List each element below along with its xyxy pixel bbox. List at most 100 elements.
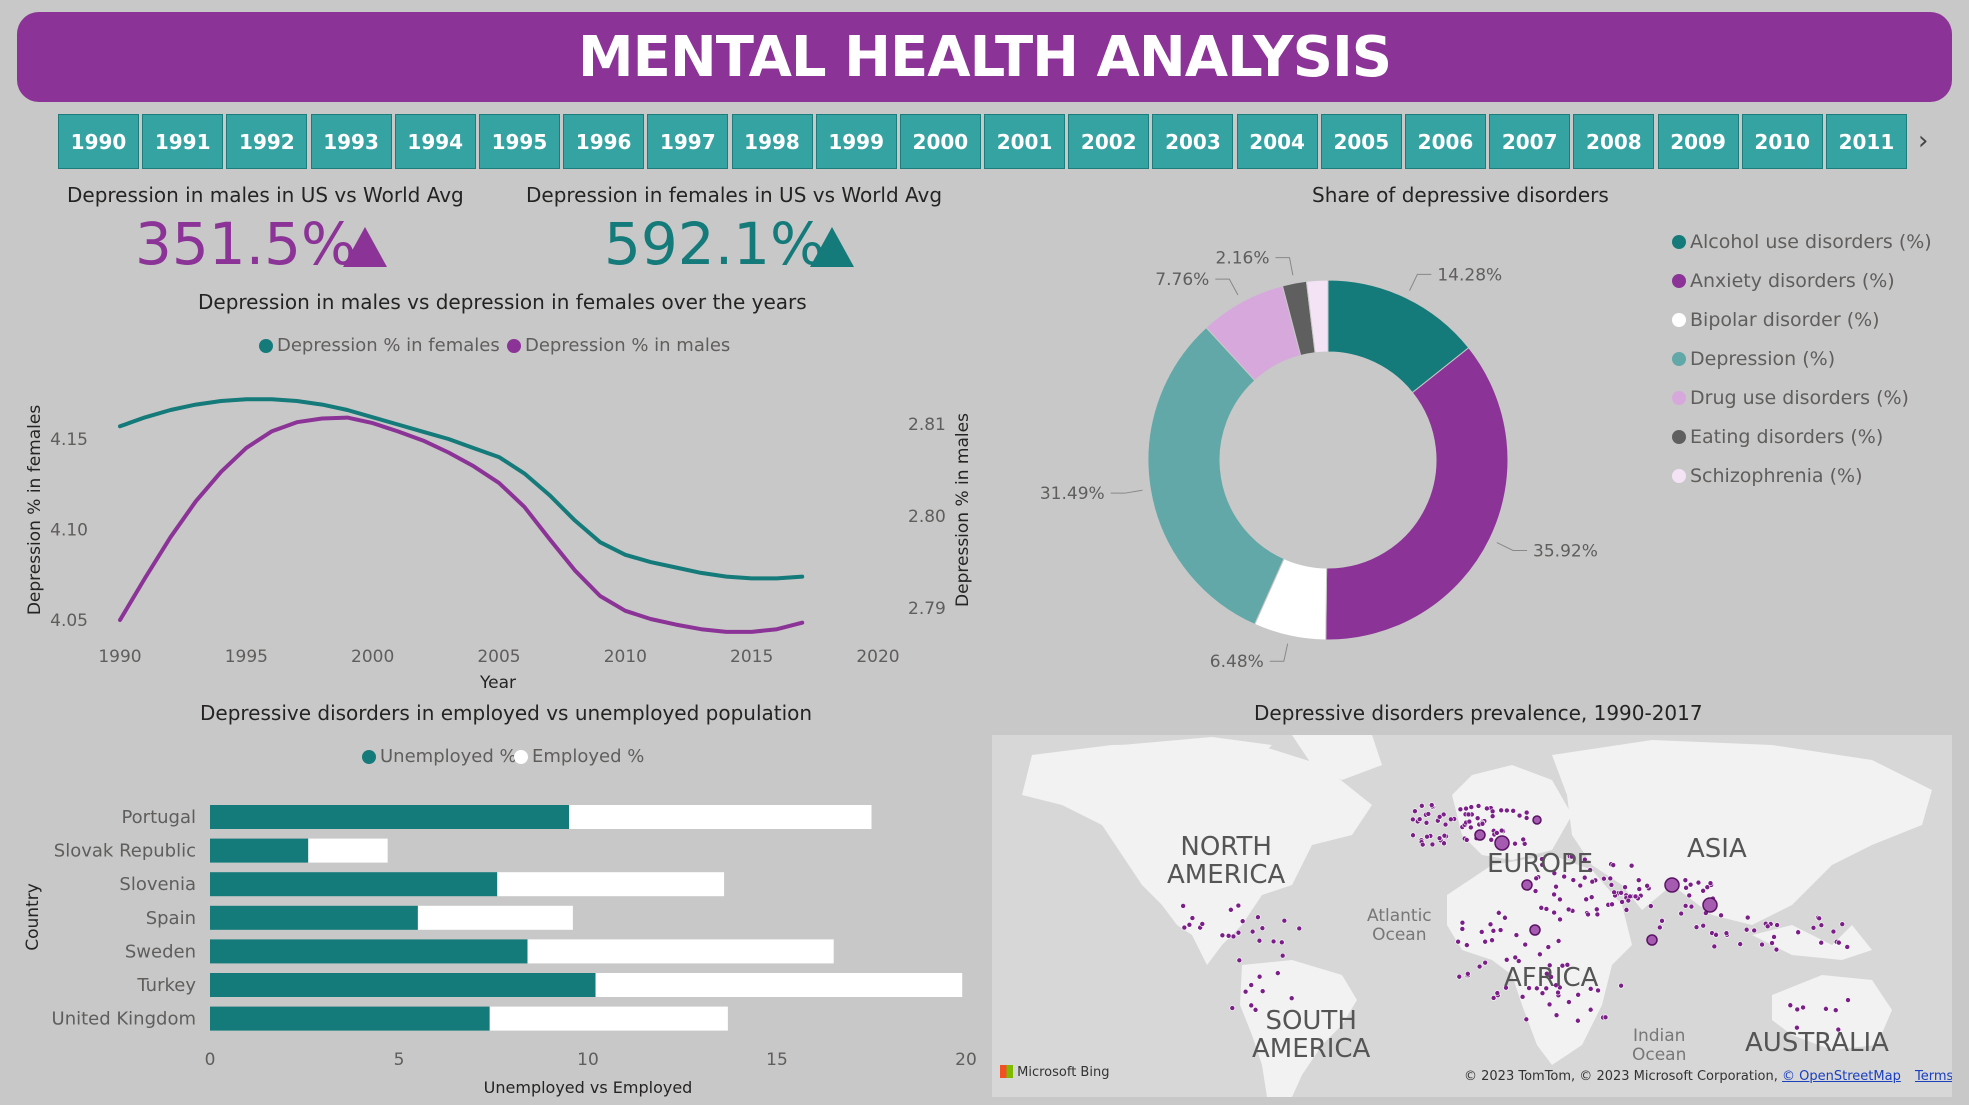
map-bubble xyxy=(1587,1006,1594,1013)
unemployed-bar xyxy=(210,805,570,829)
line-legend-males[interactable]: Depression % in males xyxy=(507,335,730,356)
map-title: Depressive disorders prevalence, 1990-20… xyxy=(1254,701,1703,725)
map-bubble xyxy=(1228,906,1234,913)
map-bubble xyxy=(1835,1026,1842,1033)
map-bubble xyxy=(1561,873,1567,880)
bar-legend-employed[interactable]: Employed % xyxy=(514,746,644,767)
year-button-1992[interactable]: 1992 xyxy=(226,114,308,169)
kpi-females-value: 592.1% xyxy=(604,210,826,278)
year-button-2011[interactable]: 2011 xyxy=(1825,114,1907,169)
map-bubble xyxy=(1448,816,1454,823)
legend-item[interactable]: Drug use disorders (%) xyxy=(1672,378,1932,417)
map-bubble xyxy=(1625,897,1632,904)
year-button-2003[interactable]: 2003 xyxy=(1152,114,1234,169)
world-map[interactable]: NORTH AMERICA EUROPE ASIA AFRICA SOUTH AME… xyxy=(992,735,1952,1097)
year-button-1996[interactable]: 1996 xyxy=(563,114,645,169)
map-bubble xyxy=(1595,987,1601,994)
map-bubble xyxy=(1494,830,1500,836)
map-bubble xyxy=(1601,875,1607,882)
continent-label: SOUTH AMERICA xyxy=(1252,1006,1371,1064)
map-bubble xyxy=(1570,877,1577,883)
map-bubble xyxy=(1440,811,1447,818)
map-bubble xyxy=(1482,938,1488,945)
year-button-2005[interactable]: 2005 xyxy=(1320,114,1402,169)
chevron-right-icon[interactable]: › xyxy=(1918,126,1929,156)
year-button-1991[interactable]: 1991 xyxy=(142,114,224,169)
legend-item[interactable]: Depression (%) xyxy=(1672,339,1932,378)
continent-label: ASIA xyxy=(1687,834,1747,864)
kpi-females-heading: Depression in females in US vs World Avg xyxy=(526,183,943,207)
map-bubble xyxy=(1498,807,1504,814)
employed-bar xyxy=(569,805,872,829)
donut-slice xyxy=(1147,326,1285,626)
map-bubble xyxy=(1281,917,1288,924)
bar-legend-unemployed[interactable]: Unemployed % xyxy=(362,746,517,767)
map-bubble xyxy=(1441,832,1448,839)
legend-label: Depression % in females xyxy=(277,335,500,356)
map-bubble xyxy=(1830,928,1837,935)
year-button-2004[interactable]: 2004 xyxy=(1236,114,1318,169)
year-slicer[interactable]: 1990 1991 1992 1993 1994 1995 1996 1997 1998 1999… xyxy=(58,114,1910,169)
map-bubble xyxy=(1410,832,1416,839)
year-button-2000[interactable]: 2000 xyxy=(899,114,981,169)
greenland-shape xyxy=(1292,735,1382,780)
map-bubble xyxy=(1474,815,1481,822)
year-button-1999[interactable]: 1999 xyxy=(815,114,897,169)
legend-item[interactable]: Eating disorders (%) xyxy=(1672,417,1932,456)
map-bubble xyxy=(1773,946,1780,953)
year-button-1993[interactable]: 1993 xyxy=(310,114,392,169)
legend-label: Depression (%) xyxy=(1690,347,1836,370)
year-button-2008[interactable]: 2008 xyxy=(1573,114,1655,169)
map-bubble xyxy=(1823,1006,1829,1012)
year-button-2010[interactable]: 2010 xyxy=(1741,114,1823,169)
year-button-1995[interactable]: 1995 xyxy=(478,114,560,169)
year-button-1994[interactable]: 1994 xyxy=(394,114,476,169)
line-legend-females[interactable]: Depression % in females xyxy=(259,335,500,356)
australia-shape xyxy=(1772,975,1892,1050)
map-bubble xyxy=(1687,881,1694,888)
legend-item[interactable]: Alcohol use disorders (%) xyxy=(1672,222,1932,261)
bing-logo: Microsoft Bing xyxy=(1000,1065,1109,1080)
year-button-2006[interactable]: 2006 xyxy=(1405,114,1486,169)
map-bubble xyxy=(1497,927,1504,933)
map-bubble xyxy=(1759,941,1765,948)
map-bubble xyxy=(1538,905,1545,911)
map-bubble xyxy=(1504,807,1510,814)
africa-shape xyxy=(1447,855,1632,1065)
year-button-1997[interactable]: 1997 xyxy=(647,114,729,169)
up-triangle-icon xyxy=(343,227,387,267)
year-button-1990[interactable]: 1990 xyxy=(58,114,139,169)
employed-bar xyxy=(417,905,573,930)
map-bubble xyxy=(1744,914,1751,921)
map-bubble xyxy=(1686,892,1693,899)
map-bubble xyxy=(1490,995,1497,1001)
up-triangle-icon xyxy=(810,227,854,267)
map-bubble xyxy=(1818,939,1825,946)
map-bubble xyxy=(1199,921,1206,927)
terms-link[interactable]: Terms xyxy=(1914,1069,1952,1084)
year-button-2007[interactable]: 2007 xyxy=(1489,114,1571,169)
year-button-2001[interactable]: 2001 xyxy=(984,114,1066,169)
legend-item[interactable]: Bipolar disorder (%) xyxy=(1672,300,1932,339)
map-bubble xyxy=(1529,924,1541,936)
map-bubble xyxy=(1585,911,1591,918)
map-bubble xyxy=(1489,937,1495,944)
map-bubble xyxy=(1412,808,1418,814)
country-label: Slovenia xyxy=(119,874,196,895)
map-bubble xyxy=(1646,934,1658,946)
map-bubble xyxy=(1546,962,1553,969)
legend-item[interactable]: Schizophrenia (%) xyxy=(1672,456,1932,495)
map-bubble xyxy=(1546,1001,1553,1008)
map-bubble xyxy=(1707,880,1714,886)
year-button-2002[interactable]: 2002 xyxy=(1068,114,1150,169)
map-bubble xyxy=(1476,963,1483,970)
map-bubble xyxy=(1602,1014,1609,1021)
year-button-2009[interactable]: 2009 xyxy=(1657,114,1739,169)
osm-link[interactable]: © OpenStreetMap xyxy=(1782,1069,1901,1084)
legend-item[interactable]: Anxiety disorders (%) xyxy=(1672,261,1932,300)
map-bubble xyxy=(1248,1002,1255,1009)
year-button-1998[interactable]: 1998 xyxy=(731,114,813,169)
legend-label: Bipolar disorder (%) xyxy=(1690,308,1880,331)
map-bubble xyxy=(1787,1002,1794,1009)
map-bubble xyxy=(1713,932,1719,938)
